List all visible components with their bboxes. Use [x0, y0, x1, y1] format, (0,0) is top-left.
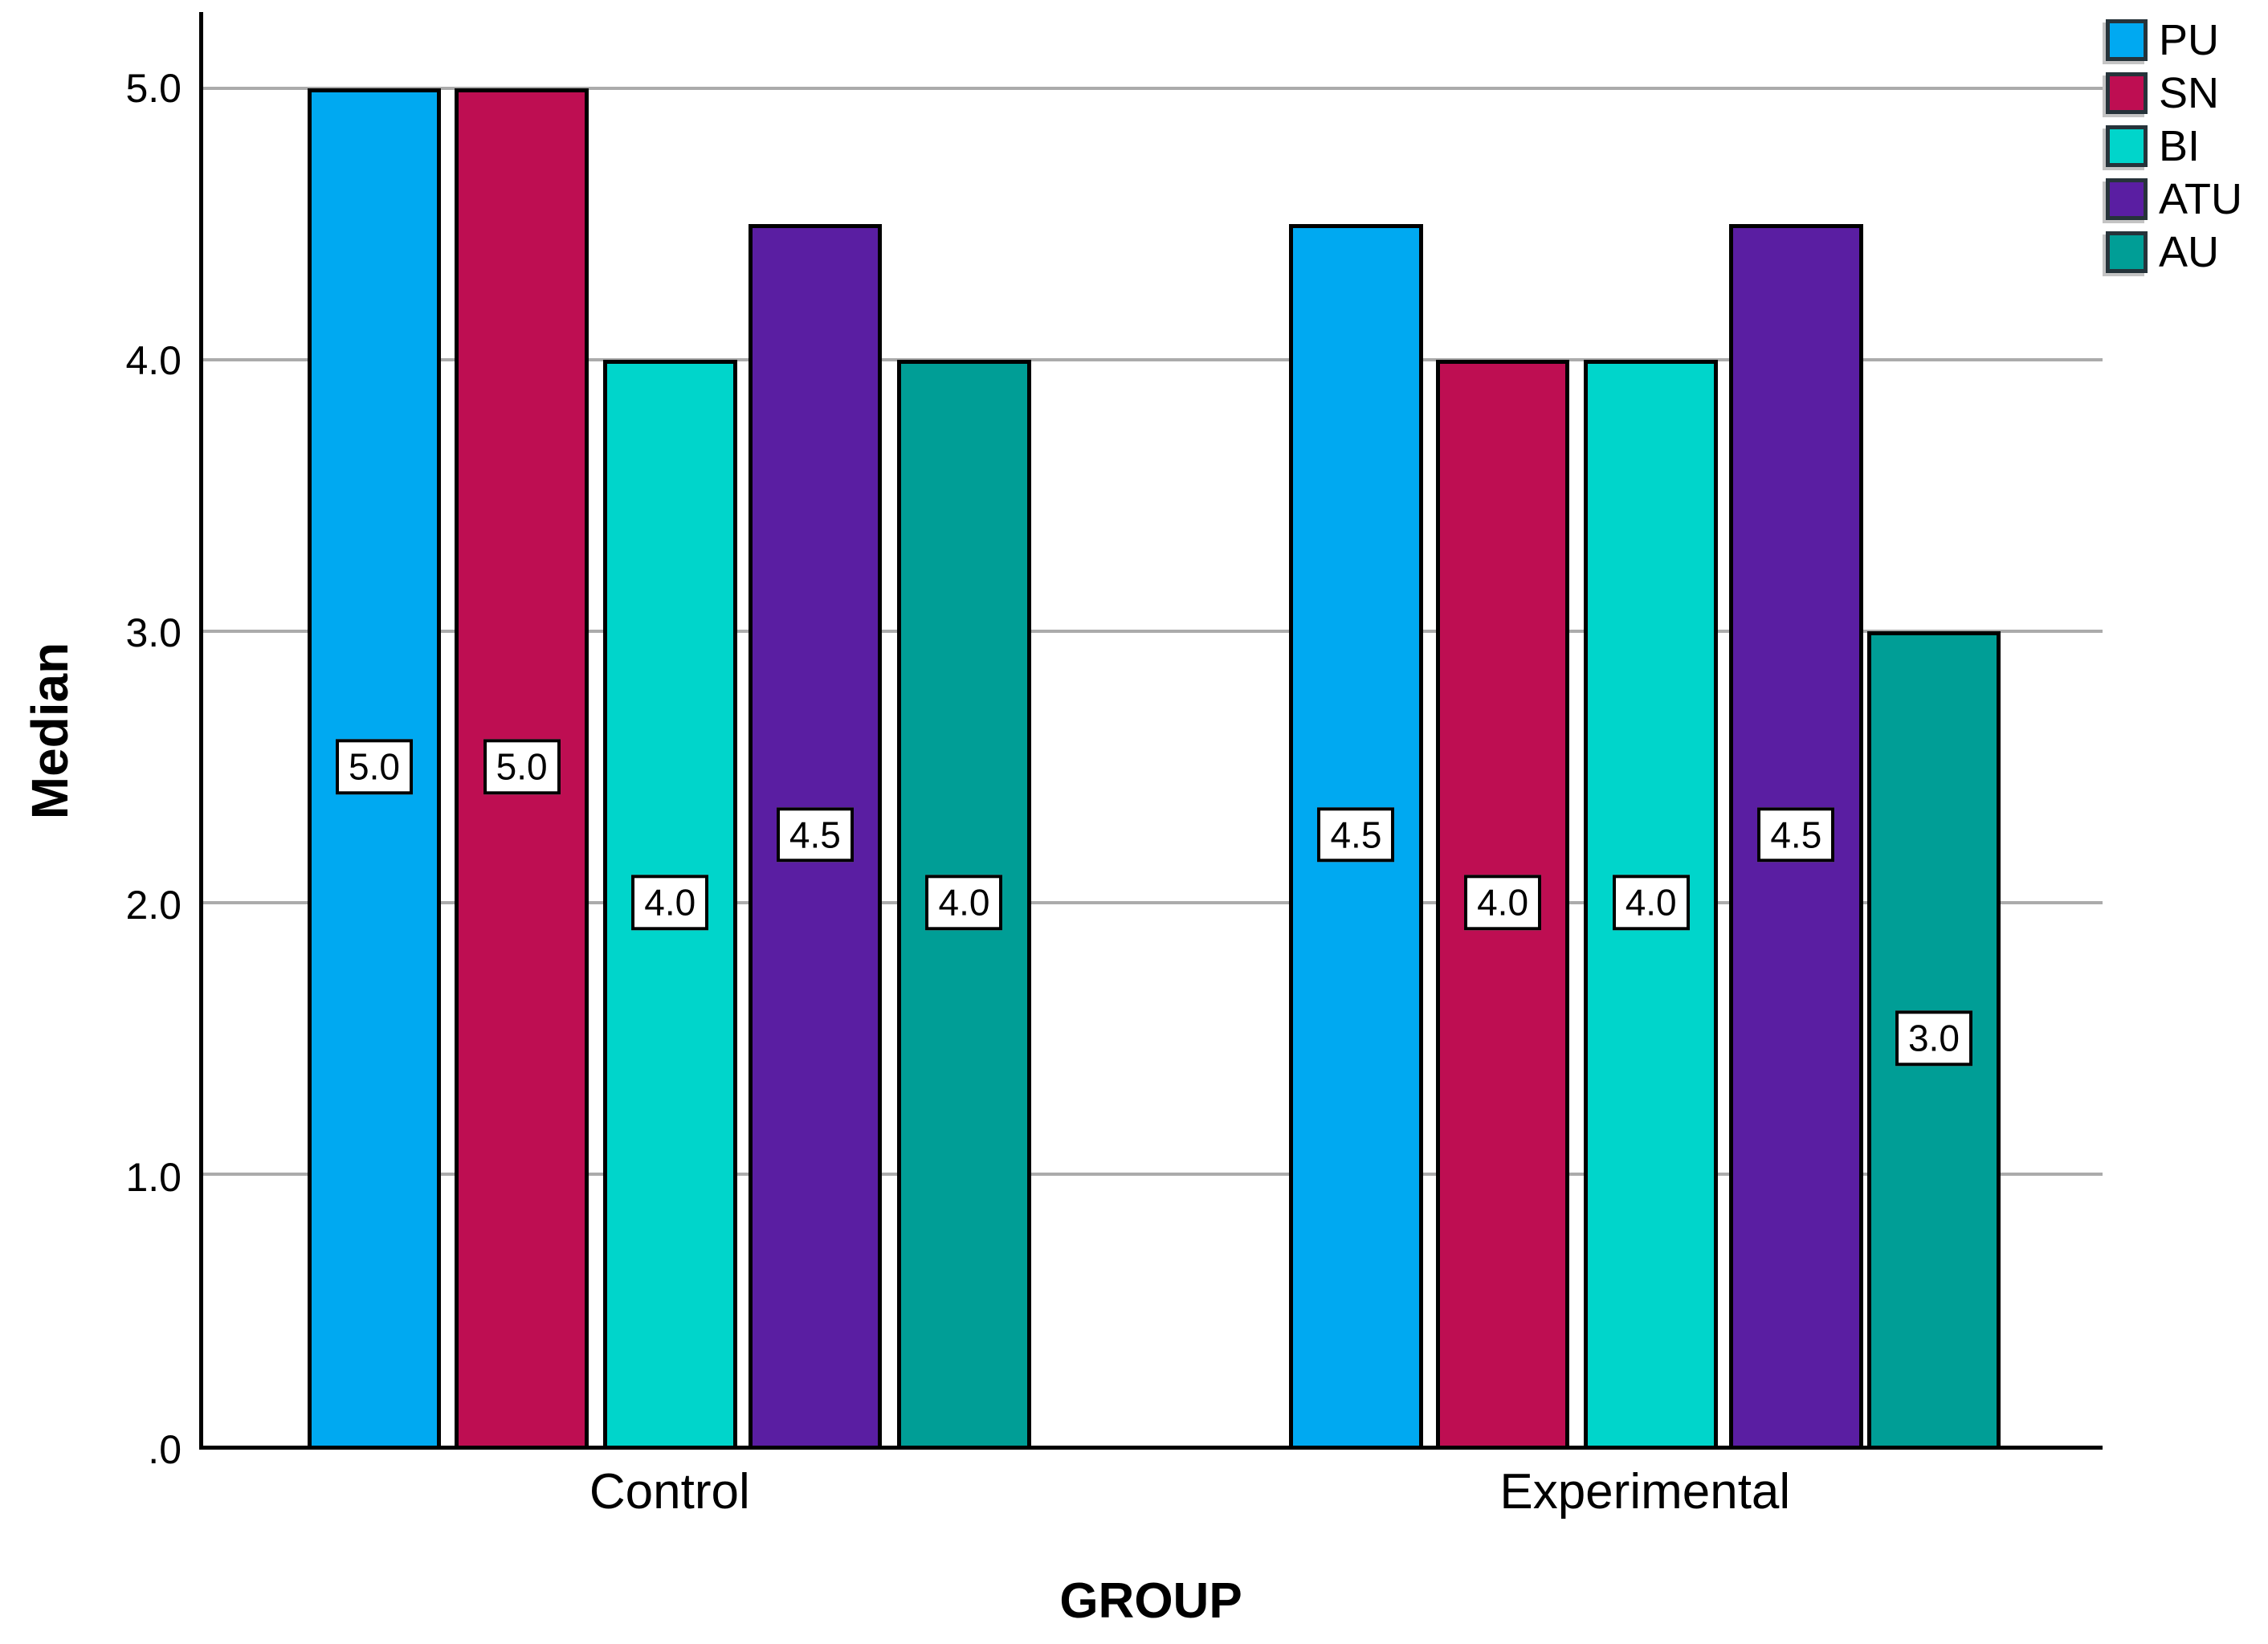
bar-value-label: 4.5	[1757, 807, 1835, 863]
y-tick-label: 5.0	[125, 65, 182, 111]
y-tick-label: 1.0	[125, 1154, 182, 1200]
plot-area: 5.0 5.0 4.0 4.5 4.0 Control 4.5 4.0 4.0 4.5 3.0 Exp…	[199, 12, 2103, 1520]
x-category-label-experimental: Experimental	[1499, 1464, 1791, 1520]
legend-swatch-atu	[2106, 178, 2148, 220]
bar-value-label: 4.0	[925, 875, 1003, 931]
bar-value-label: 3.0	[1895, 1010, 1972, 1067]
legend-item-atu: ATU	[2106, 175, 2242, 223]
x-axis-title: GROUP	[1059, 1573, 1242, 1629]
bar-value-label: 4.0	[631, 875, 709, 931]
legend-swatch-sn	[2106, 72, 2148, 114]
bar-value-label: 5.0	[336, 739, 414, 795]
legend-item-bi: BI	[2106, 122, 2242, 170]
legend-label: BI	[2159, 122, 2201, 170]
y-tick-label: 2.0	[125, 882, 182, 928]
bar-value-label: 4.0	[1612, 875, 1690, 931]
legend-swatch-bi	[2106, 125, 2148, 167]
grid-line	[203, 629, 2103, 633]
grid-line	[203, 1172, 2103, 1176]
grid-line	[203, 357, 2103, 361]
y-tick-label: 3.0	[125, 610, 182, 655]
grid-line	[203, 86, 2103, 90]
bar-value-label: 4.5	[776, 807, 854, 863]
legend-item-sn: SN	[2106, 69, 2242, 117]
x-category-label-control: Control	[589, 1464, 750, 1520]
bar-value-label: 4.5	[1317, 807, 1395, 863]
legend-label: SN	[2159, 69, 2220, 117]
y-tick-label: .0	[148, 1427, 182, 1472]
legend-label: AU	[2159, 228, 2220, 276]
legend-item-au: AU	[2106, 228, 2242, 276]
legend-label: PU	[2159, 16, 2220, 64]
y-axis-title: Median	[21, 642, 79, 820]
y-tick-label: 4.0	[125, 337, 182, 383]
legend-swatch-au	[2106, 231, 2148, 273]
legend: PU SN BI ATU AU	[2106, 16, 2242, 276]
legend-swatch-pu	[2106, 19, 2148, 61]
y-axis-tick-labels: .0 1.0 2.0 3.0 4.0 5.0	[0, 12, 182, 1472]
bar-value-label: 4.0	[1464, 875, 1542, 931]
bar-experimental-atu	[1728, 223, 1863, 1446]
legend-label: ATU	[2159, 175, 2242, 223]
grid-line	[203, 900, 2103, 904]
bar-value-label: 5.0	[483, 739, 561, 795]
legend-item-pu: PU	[2106, 16, 2242, 64]
